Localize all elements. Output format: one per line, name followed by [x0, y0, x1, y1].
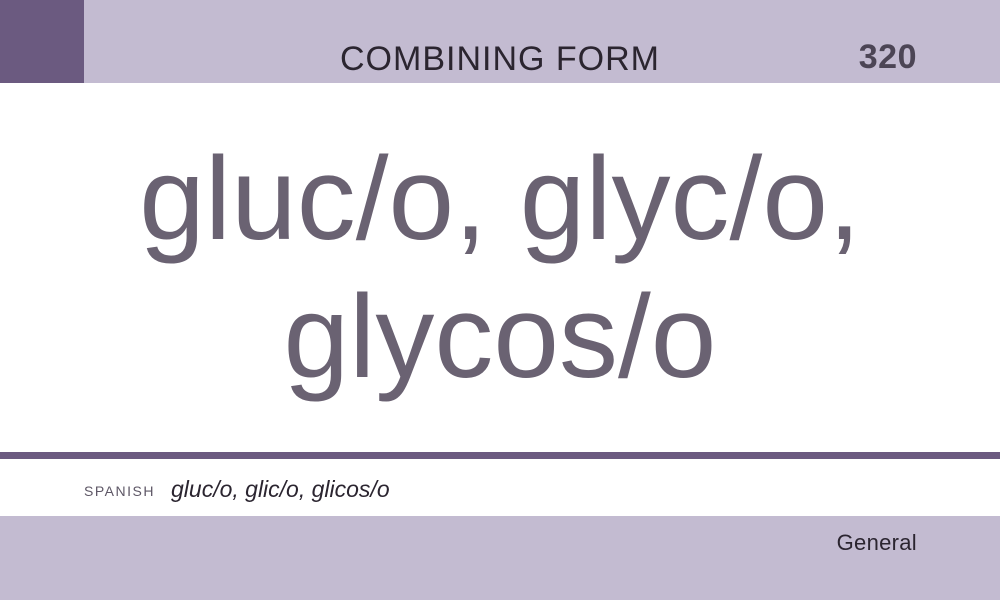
translation-row: SPANISH gluc/o, glic/o, glicos/o: [0, 459, 1000, 516]
corner-accent-block: [0, 0, 84, 83]
term-line-2: glycos/o: [283, 271, 717, 403]
term-text: gluc/o, glyc/o, glycos/o: [0, 130, 1000, 406]
card-number: 320: [858, 38, 917, 76]
section-tag: General: [836, 530, 917, 555]
divider-rule: [0, 452, 1000, 459]
language-label: SPANISH: [84, 483, 155, 499]
translation-text: gluc/o, glic/o, glicos/o: [171, 476, 390, 502]
header-band: COMBINING FORM 320: [0, 0, 1000, 83]
footer-band: General: [0, 516, 1000, 600]
term-line-1: gluc/o, glyc/o,: [139, 133, 861, 265]
category-label: COMBINING FORM: [340, 40, 660, 78]
